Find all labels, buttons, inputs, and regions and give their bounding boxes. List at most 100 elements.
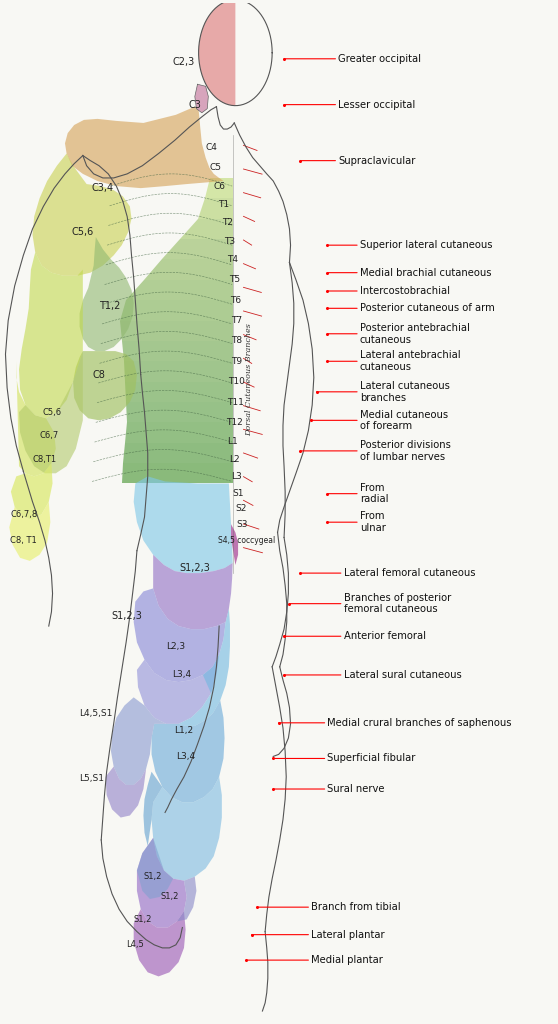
Text: C6,7: C6,7: [39, 431, 59, 440]
Polygon shape: [134, 909, 186, 977]
Text: Posterior divisions
of lumbar nerves: Posterior divisions of lumbar nerves: [360, 440, 451, 462]
Text: Medial cutaneous
of forearm: Medial cutaneous of forearm: [360, 410, 448, 431]
Polygon shape: [199, 199, 233, 219]
Polygon shape: [73, 351, 137, 420]
Polygon shape: [195, 84, 208, 113]
Text: C5: C5: [209, 163, 222, 172]
Text: S1,2,3: S1,2,3: [112, 611, 143, 621]
Text: S1: S1: [233, 489, 244, 498]
Text: T8: T8: [232, 337, 243, 345]
Text: Sural nerve: Sural nerve: [328, 784, 385, 794]
Text: Intercostobrachial: Intercostobrachial: [360, 286, 450, 296]
Text: Lesser occipital: Lesser occipital: [338, 99, 415, 110]
Text: S3: S3: [237, 520, 248, 528]
Polygon shape: [120, 321, 233, 341]
Text: T9: T9: [232, 356, 243, 366]
Text: C2,3: C2,3: [173, 57, 195, 67]
Text: T1: T1: [218, 200, 229, 209]
Text: L4,5,S1: L4,5,S1: [79, 710, 113, 718]
Text: Medial brachial cutaneous: Medial brachial cutaneous: [360, 267, 491, 278]
Polygon shape: [122, 341, 233, 361]
Polygon shape: [126, 402, 233, 422]
Polygon shape: [125, 422, 233, 442]
Polygon shape: [80, 237, 134, 351]
Polygon shape: [16, 361, 56, 476]
Polygon shape: [124, 361, 233, 382]
Polygon shape: [137, 838, 173, 899]
Text: T6: T6: [230, 296, 241, 305]
Text: T3: T3: [224, 237, 235, 246]
Polygon shape: [199, 0, 235, 105]
Polygon shape: [11, 463, 52, 520]
Polygon shape: [19, 252, 83, 418]
Text: From
ulnar: From ulnar: [360, 511, 386, 532]
Text: L1: L1: [227, 437, 238, 446]
Text: From
radial: From radial: [360, 483, 388, 505]
Polygon shape: [120, 300, 233, 321]
Polygon shape: [153, 555, 233, 629]
Polygon shape: [19, 351, 83, 473]
Polygon shape: [134, 589, 225, 682]
Polygon shape: [125, 382, 233, 402]
Polygon shape: [111, 697, 166, 785]
Polygon shape: [32, 154, 132, 275]
Text: T10: T10: [228, 377, 245, 386]
Text: C8, T1: C8, T1: [10, 536, 37, 545]
Text: Branches of posterior
femoral cutaneous: Branches of posterior femoral cutaneous: [344, 593, 451, 614]
Text: S1,2: S1,2: [133, 914, 152, 924]
Text: C5,6: C5,6: [72, 227, 94, 237]
Polygon shape: [177, 877, 196, 922]
Text: S4,5 coccygeal: S4,5 coccygeal: [218, 536, 275, 545]
Polygon shape: [152, 777, 222, 881]
Text: Medial crural branches of saphenous: Medial crural branches of saphenous: [328, 718, 512, 728]
Text: S1,2: S1,2: [144, 872, 162, 881]
Text: T4: T4: [227, 255, 238, 264]
Polygon shape: [65, 106, 223, 188]
Text: C8: C8: [93, 370, 105, 380]
Text: C3,4: C3,4: [92, 183, 114, 194]
Polygon shape: [9, 502, 50, 561]
Polygon shape: [137, 654, 219, 724]
Text: L3: L3: [231, 472, 242, 481]
Text: C5,6: C5,6: [43, 408, 62, 417]
Polygon shape: [152, 700, 224, 802]
Polygon shape: [137, 838, 187, 928]
Text: C6,7,8: C6,7,8: [11, 510, 38, 518]
Text: Lateral plantar: Lateral plantar: [311, 930, 384, 940]
Polygon shape: [126, 280, 233, 300]
Polygon shape: [122, 463, 233, 483]
Text: Superior lateral cutaneous: Superior lateral cutaneous: [360, 241, 492, 250]
Polygon shape: [105, 767, 146, 817]
Text: C4: C4: [205, 143, 217, 152]
Text: L3,4: L3,4: [176, 752, 195, 761]
Text: C6: C6: [213, 181, 225, 190]
Text: L5,S1: L5,S1: [80, 774, 104, 783]
Polygon shape: [134, 476, 233, 573]
Text: Posterior cutaneous of arm: Posterior cutaneous of arm: [360, 303, 494, 313]
Text: L3,4: L3,4: [172, 671, 191, 680]
Polygon shape: [205, 178, 233, 199]
Text: C3: C3: [189, 99, 201, 110]
Text: S1,2,3: S1,2,3: [179, 563, 210, 573]
Text: Posterior antebrachial
cutaneous: Posterior antebrachial cutaneous: [360, 323, 470, 344]
Text: T1,2: T1,2: [99, 301, 121, 311]
Polygon shape: [123, 442, 233, 463]
Text: Supraclavicular: Supraclavicular: [338, 156, 416, 166]
Text: C8,T1: C8,T1: [33, 455, 57, 464]
Text: Anterior femoral: Anterior femoral: [344, 631, 426, 641]
Polygon shape: [143, 772, 162, 846]
Polygon shape: [162, 239, 233, 259]
Text: Greater occipital: Greater occipital: [338, 54, 421, 63]
Text: L2,3: L2,3: [166, 642, 185, 651]
Text: Branch from tibial: Branch from tibial: [311, 902, 401, 912]
Text: T2: T2: [222, 218, 233, 227]
Text: Lateral sural cutaneous: Lateral sural cutaneous: [344, 670, 461, 680]
Polygon shape: [145, 259, 233, 280]
Polygon shape: [179, 608, 230, 726]
Polygon shape: [180, 219, 233, 239]
Text: Dorsal Cutaneous Branches: Dorsal Cutaneous Branches: [245, 324, 253, 436]
Text: S2: S2: [235, 505, 247, 513]
Text: T11: T11: [227, 397, 244, 407]
Text: L4,5: L4,5: [127, 940, 144, 949]
Polygon shape: [231, 524, 238, 565]
